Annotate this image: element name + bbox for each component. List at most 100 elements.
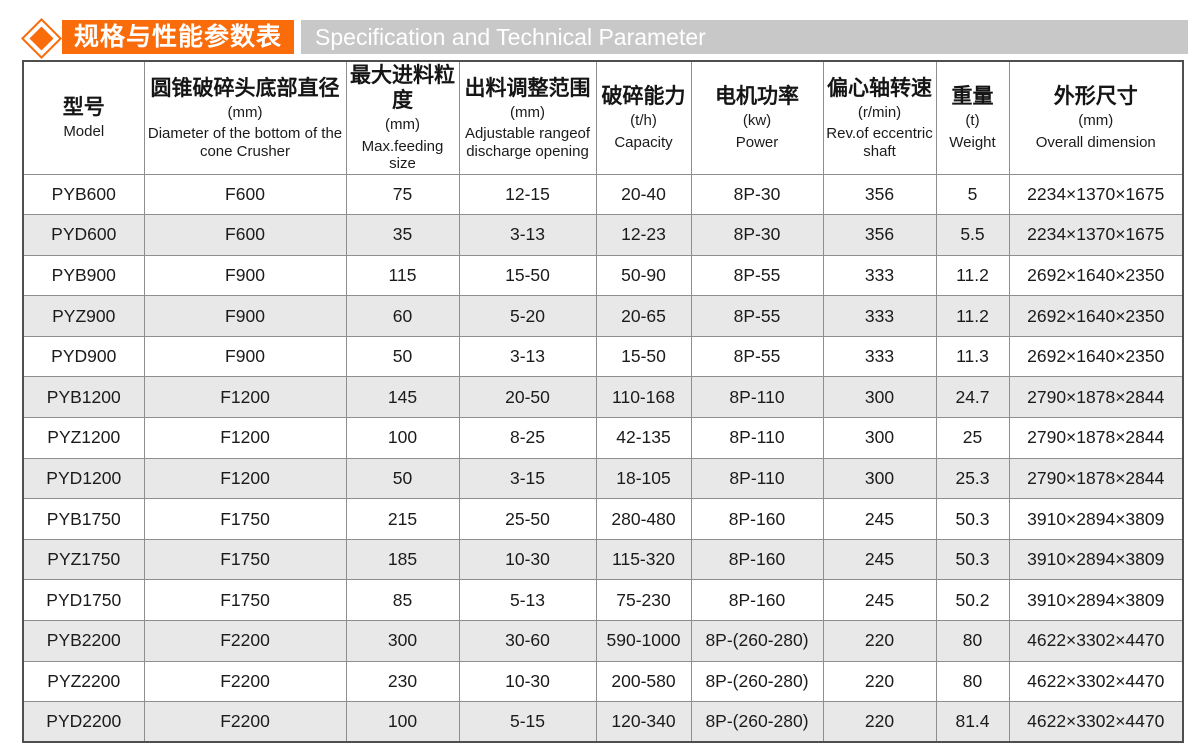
column-header-en: Capacity: [614, 134, 673, 152]
table-cell: 145: [345, 376, 460, 419]
table-cell: 25.3: [935, 457, 1010, 500]
table-cell: F1750: [143, 538, 347, 581]
table-body: PYB600 F600 75 12-15 20-40 8P-30 356 5 2234×1370…: [22, 173, 1184, 743]
table-row: PYD1750 F1750 85 5-13 75-230 8P-160 245 50.2 391…: [22, 579, 1184, 622]
table-cell: 8P-(260-280): [690, 660, 824, 703]
table-cell: 3910×2894×3809: [1008, 579, 1184, 622]
section-title-chinese: 规格与性能参数表: [62, 20, 295, 54]
table-cell: 3-15: [458, 457, 597, 500]
table-cell: 2692×1640×2350: [1008, 295, 1184, 337]
table-cell: 25-50: [458, 498, 597, 540]
table-cell: 230: [345, 660, 460, 703]
model-cell: PYB600: [22, 173, 145, 216]
table-cell: 80: [935, 660, 1010, 703]
table-cell: 8P-55: [690, 295, 824, 337]
column-header-zh: 最大进料粒度: [350, 63, 455, 113]
table-cell: 20-40: [595, 173, 692, 216]
model-cell: PYB1200: [22, 376, 145, 419]
table-cell: 8P-160: [690, 498, 824, 540]
table-cell: 3-13: [458, 335, 597, 378]
column-header-8: 重量 (t) Weight: [935, 60, 1010, 175]
column-header-zh: 圆锥破碎头底部直径: [150, 76, 340, 100]
table-cell: 50: [345, 335, 460, 378]
table-cell: 10-30: [458, 660, 597, 703]
table-cell: 2790×1878×2844: [1008, 417, 1184, 459]
table-cell: F1200: [143, 457, 347, 500]
model-cell: PYZ1750: [22, 538, 145, 581]
table-cell: F600: [143, 214, 347, 256]
column-header-zh: 电机功率: [715, 85, 799, 109]
column-header-zh: 外形尺寸: [1053, 85, 1138, 109]
table-cell: 75-230: [595, 579, 692, 622]
table-cell: 115-320: [595, 538, 692, 581]
table-cell: 50.3: [935, 498, 1010, 540]
section-title-bar: 规格与性能参数表 Specification and Technical Par…: [20, 17, 1188, 60]
table-cell: 200-580: [595, 660, 692, 703]
table-cell: 2234×1370×1675: [1008, 173, 1184, 216]
table-cell: 5: [935, 173, 1010, 216]
column-header-zh: 偏心轴转速: [827, 76, 932, 100]
model-cell: PYD900: [22, 335, 145, 378]
table-cell: F1750: [143, 498, 347, 540]
spec-table: 型号 Model 圆锥破碎头底部直径 (mm) Diameter of the bott…: [22, 60, 1184, 744]
section-title-english: Specification and Technical Parameter: [301, 20, 1188, 54]
table-cell: F2200: [143, 620, 347, 662]
table-cell: 5-20: [458, 295, 597, 337]
model-cell: PYB2200: [22, 620, 145, 662]
model-cell: PYD600: [22, 214, 145, 256]
table-cell: F2200: [143, 701, 347, 743]
table-cell: 220: [822, 701, 937, 743]
column-header-en: Overall dimension: [1035, 134, 1156, 152]
table-cell: 2790×1878×2844: [1008, 457, 1184, 500]
model-cell: PYZ900: [22, 295, 145, 337]
table-cell: 8P-55: [690, 254, 824, 297]
table-cell: F900: [143, 295, 347, 337]
table-row: PYD900 F900 50 3-13 15-50 8P-55 333 11.3 2692×16…: [22, 335, 1184, 378]
table-cell: 81.4: [935, 701, 1010, 743]
table-cell: 356: [822, 173, 937, 216]
model-cell: PYZ2200: [22, 660, 145, 703]
table-cell: 11.3: [935, 335, 1010, 378]
table-cell: 30-60: [458, 620, 597, 662]
table-cell: 8P-110: [690, 376, 824, 419]
table-cell: 280-480: [595, 498, 692, 540]
column-header-en: Power: [735, 134, 779, 152]
table-cell: F900: [143, 335, 347, 378]
table-cell: F900: [143, 254, 347, 297]
column-header-zh: 型号: [62, 96, 105, 120]
column-header-9: 外形尺寸 (mm) Overall dimension: [1008, 60, 1184, 175]
column-header-unit: (mm): [510, 103, 545, 121]
column-header-en: Rev.of eccentric shaft: [826, 125, 933, 160]
table-cell: 5.5: [935, 214, 1010, 256]
table-cell: F2200: [143, 660, 347, 703]
column-header-en: Diameter of the bottom of the cone Crush…: [147, 125, 343, 160]
table-row: PYZ1200 F1200 100 8-25 42-135 8P-110 300 25 2790…: [22, 417, 1184, 459]
table-cell: 50-90: [595, 254, 692, 297]
table-cell: 300: [822, 417, 937, 459]
table-cell: 8P-30: [690, 173, 824, 216]
table-cell: 120-340: [595, 701, 692, 743]
table-cell: 4622×3302×4470: [1008, 701, 1184, 743]
table-row: PYB1750 F1750 215 25-50 280-480 8P-160 245 50.3…: [22, 498, 1184, 540]
table-row: PYB600 F600 75 12-15 20-40 8P-30 356 5 2234×1370…: [22, 173, 1184, 216]
table-row: PYZ2200 F2200 230 10-30 200-580 8P-(260-280) 2…: [22, 660, 1184, 703]
table-cell: 12-23: [595, 214, 692, 256]
table-cell: 215: [345, 498, 460, 540]
column-header-unit: (r/min): [857, 103, 902, 121]
table-cell: 8P-160: [690, 538, 824, 581]
table-cell: 75: [345, 173, 460, 216]
model-cell: PYB1750: [22, 498, 145, 540]
table-cell: 10-30: [458, 538, 597, 581]
column-header-2: 圆锥破碎头底部直径 (mm) Diameter of the bottom of t…: [143, 60, 347, 175]
table-cell: 115: [345, 254, 460, 297]
table-cell: 300: [345, 620, 460, 662]
table-cell: 356: [822, 214, 937, 256]
table-cell: 12-15: [458, 173, 597, 216]
model-cell: PYD2200: [22, 701, 145, 743]
table-cell: 4622×3302×4470: [1008, 620, 1184, 662]
table-cell: 42-135: [595, 417, 692, 459]
table-cell: F600: [143, 173, 347, 216]
table-cell: 3910×2894×3809: [1008, 538, 1184, 581]
table-cell: 245: [822, 538, 937, 581]
table-cell: 333: [822, 254, 937, 297]
